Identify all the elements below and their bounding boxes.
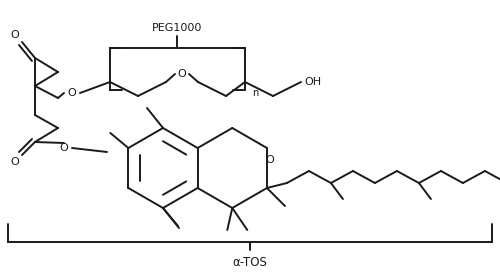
Text: O: O [178, 69, 186, 79]
Text: PEG1000: PEG1000 [152, 23, 202, 33]
Text: O: O [266, 155, 274, 165]
Text: α-TOS: α-TOS [232, 255, 268, 268]
Text: O: O [10, 157, 20, 167]
Text: OH: OH [304, 77, 322, 87]
Text: O: O [60, 143, 68, 153]
Text: n: n [252, 88, 258, 98]
Text: O: O [68, 88, 76, 98]
Text: O: O [10, 30, 20, 40]
